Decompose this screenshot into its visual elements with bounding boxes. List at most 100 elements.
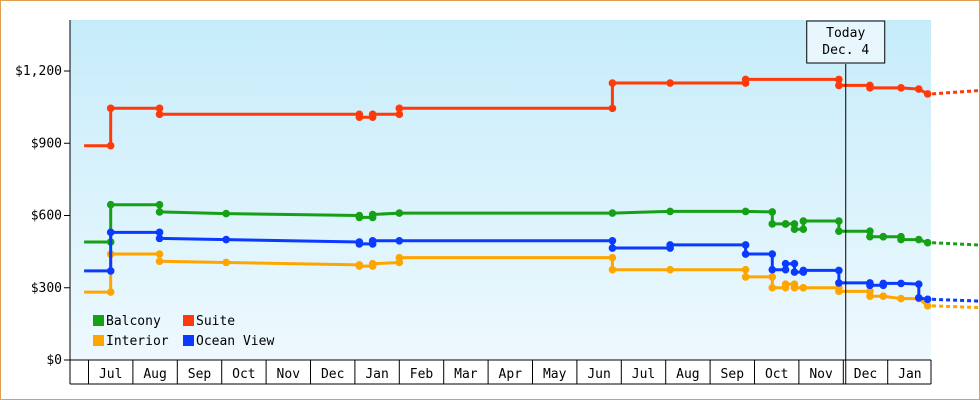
data-point <box>155 250 164 258</box>
data-point <box>666 265 674 274</box>
data-point <box>799 217 808 225</box>
data-point <box>666 241 674 249</box>
data-point <box>768 283 777 292</box>
data-point <box>897 279 905 288</box>
data-point <box>368 110 377 119</box>
y-tick-label: $900 <box>31 136 62 151</box>
data-point <box>608 79 617 87</box>
data-point <box>741 75 750 84</box>
legend-swatch <box>93 315 104 326</box>
data-point <box>781 259 790 268</box>
data-point <box>790 220 799 228</box>
data-point <box>790 268 799 276</box>
x-tick-label: Dec <box>854 367 877 382</box>
x-tick-label: Feb <box>410 367 434 382</box>
data-point <box>155 200 164 209</box>
legend: Balcony Suite Interior Ocean View <box>93 314 274 349</box>
y-tick-label: $1,200 <box>15 64 62 79</box>
data-point <box>355 213 364 222</box>
forecast-line <box>932 297 980 303</box>
x-tick-label: Aug <box>676 367 699 382</box>
data-point <box>395 104 404 113</box>
data-point <box>835 75 843 84</box>
data-point <box>835 279 843 287</box>
data-point <box>768 220 777 228</box>
legend-label: Interior <box>106 334 169 349</box>
data-point <box>835 227 843 235</box>
data-point <box>741 273 750 281</box>
data-point <box>395 236 404 245</box>
series-balcony <box>84 200 980 247</box>
data-point <box>106 228 115 237</box>
data-point <box>368 210 377 219</box>
data-point <box>790 225 799 234</box>
data-point <box>866 232 874 241</box>
data-point <box>395 209 404 217</box>
data-point <box>914 294 923 302</box>
data-point <box>835 217 843 225</box>
x-axis: Jul Aug Sep Oct Nov Dec Jan Feb Mar Apr May Jun Jul A… <box>70 359 932 385</box>
legend-label: Balcony <box>106 314 161 329</box>
legend-label: Suite <box>196 314 235 329</box>
legend-item: Interior <box>93 334 169 349</box>
data-point <box>666 207 674 216</box>
forecast-line <box>932 304 980 310</box>
data-point <box>897 235 905 244</box>
y-tick-label: $300 <box>31 281 62 296</box>
data-point <box>835 287 843 296</box>
data-point <box>914 85 923 93</box>
data-point <box>768 273 777 281</box>
data-point <box>106 200 115 209</box>
data-point <box>155 208 164 216</box>
data-point <box>355 262 364 270</box>
legend-swatch <box>93 335 104 346</box>
data-point <box>155 104 164 113</box>
data-point <box>608 244 617 252</box>
legend-swatch <box>183 315 194 326</box>
data-point <box>741 250 750 258</box>
series-layer <box>84 75 980 310</box>
data-point <box>799 283 808 292</box>
data-point <box>155 110 164 119</box>
data-point <box>608 265 617 274</box>
x-tick-label: Jul <box>632 367 655 382</box>
data-point <box>799 266 808 275</box>
data-point <box>866 281 874 290</box>
data-point <box>741 241 750 249</box>
data-point <box>914 235 923 244</box>
x-tick-label: Nov <box>277 367 301 382</box>
x-tick-label: Nov <box>809 367 833 382</box>
data-point <box>106 104 115 113</box>
data-point <box>879 292 888 300</box>
x-tick-label: Sep <box>721 367 745 382</box>
x-tick-label: Apr <box>499 367 523 382</box>
y-axis: $0 $300 $600 $900 $1,200 <box>15 20 71 384</box>
data-point <box>923 302 932 310</box>
x-tick-label: Jun <box>587 367 610 382</box>
data-point <box>395 110 404 119</box>
legend-label: Ocean View <box>196 334 274 349</box>
plot-area <box>70 20 931 360</box>
x-tick-label: Jan <box>365 367 388 382</box>
forecast-line <box>931 88 980 96</box>
data-point <box>155 228 164 237</box>
data-point <box>666 79 674 87</box>
data-point <box>395 253 404 262</box>
data-point <box>222 258 230 267</box>
legend-item: Ocean View <box>183 334 274 349</box>
data-point <box>106 288 115 296</box>
data-point <box>835 266 843 275</box>
today-label: Today <box>826 26 865 41</box>
data-point <box>866 84 874 92</box>
x-tick-label: Mar <box>454 367 478 382</box>
data-point <box>897 84 905 92</box>
data-point <box>741 265 750 274</box>
series-interior <box>84 250 980 310</box>
legend-item: Balcony <box>93 314 161 329</box>
data-point <box>879 279 888 288</box>
data-point <box>155 257 164 266</box>
x-tick-label: Oct <box>232 367 255 382</box>
x-tick-label: Jan <box>898 367 921 382</box>
data-point <box>741 207 750 216</box>
